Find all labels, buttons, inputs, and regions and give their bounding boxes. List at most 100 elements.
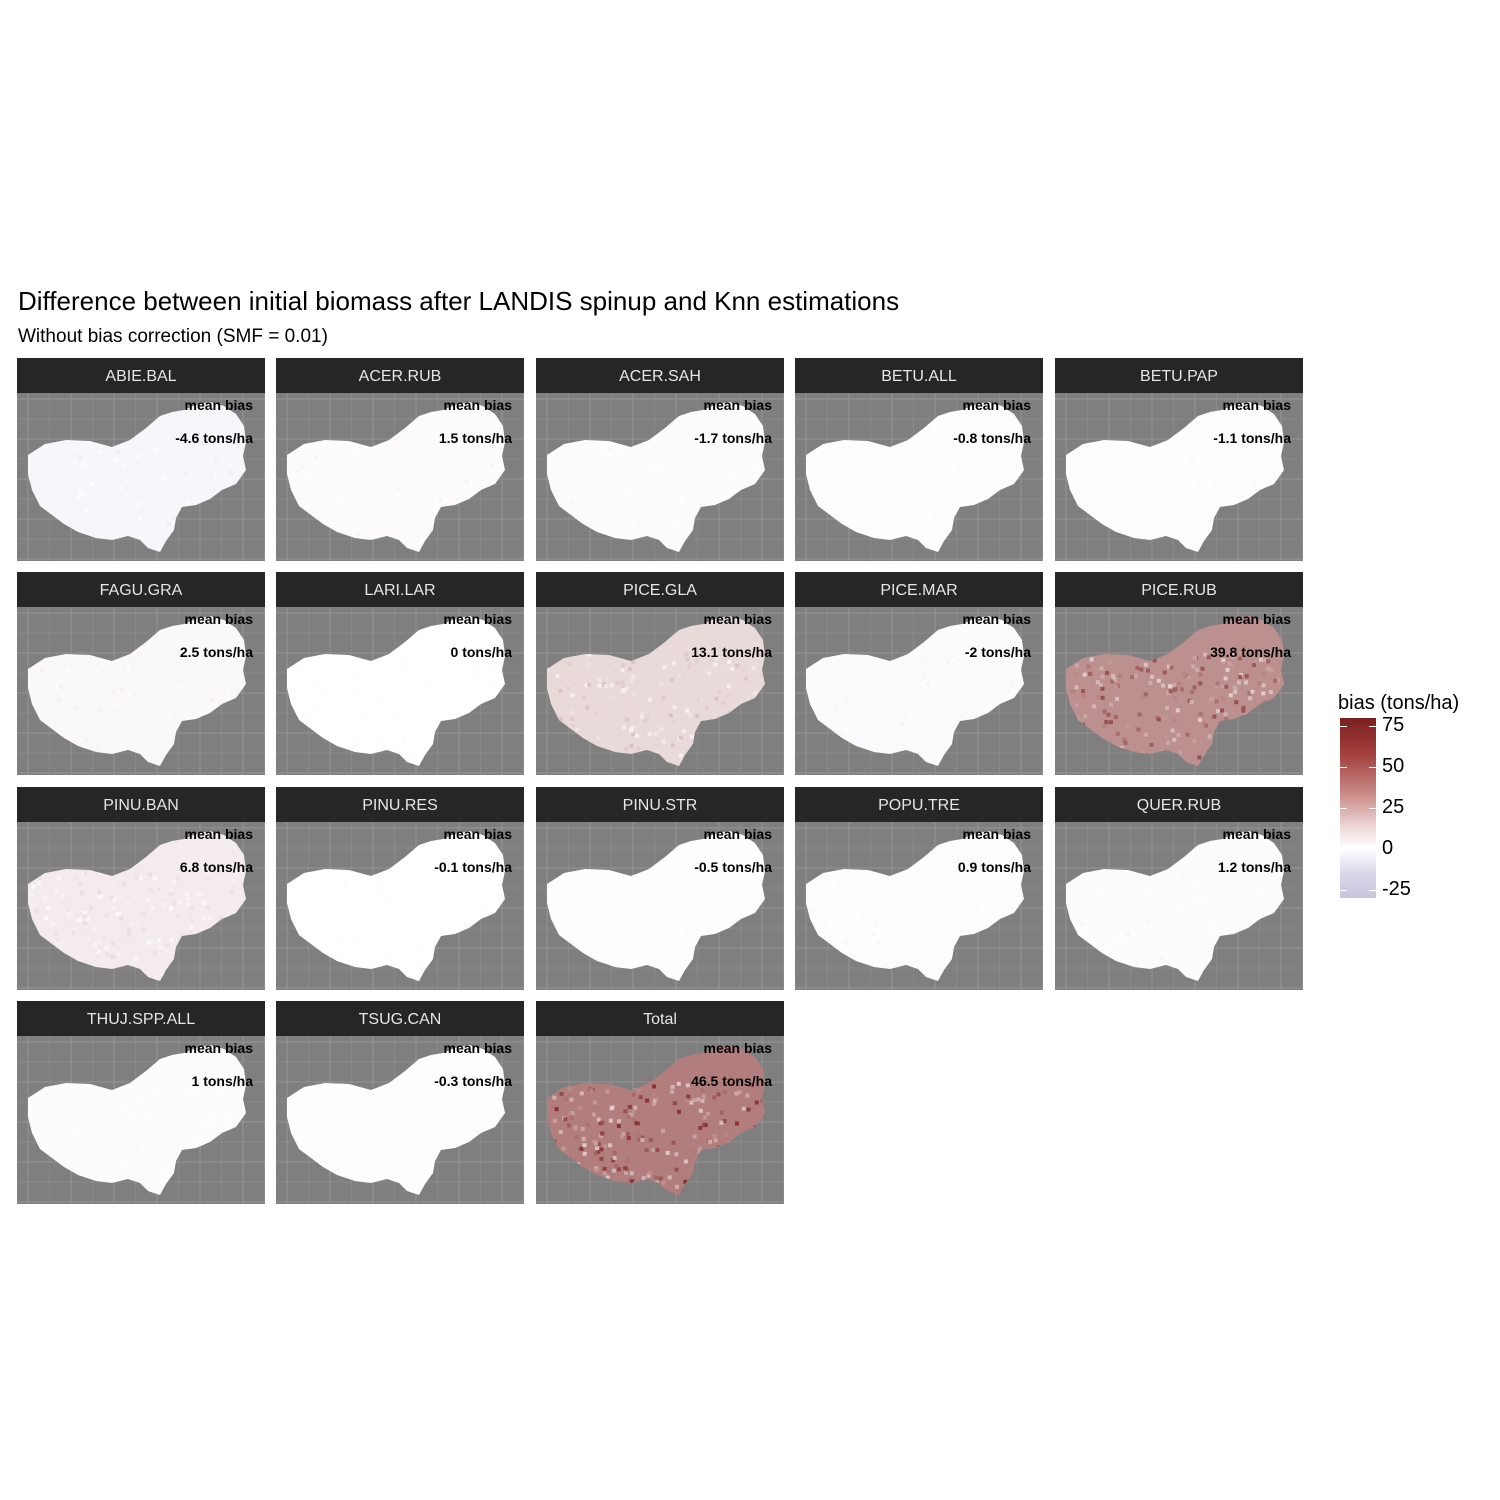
bias-cell — [186, 968, 191, 973]
bias-cell — [175, 971, 180, 976]
bias-cell — [223, 506, 228, 511]
bias-cell — [254, 908, 258, 912]
bias-cell — [1118, 674, 1123, 679]
mean-bias-value: -1.1 tons/ha — [1213, 430, 1291, 446]
bias-cell — [363, 1175, 368, 1180]
bias-cell — [1071, 730, 1076, 735]
bias-cell — [1198, 717, 1202, 722]
bias-cell — [178, 938, 183, 943]
bias-cell — [419, 947, 424, 952]
bias-cell — [1014, 694, 1019, 699]
bias-cell — [831, 459, 836, 464]
bias-cell — [478, 465, 483, 470]
bias-cell — [661, 1128, 665, 1133]
bias-cell — [1002, 655, 1007, 660]
bias-cell — [1086, 765, 1090, 766]
bias-cell — [431, 512, 436, 517]
bias-cell — [117, 709, 122, 714]
bias-cell — [1141, 932, 1146, 937]
bias-cell — [572, 904, 577, 909]
bias-cell — [186, 522, 190, 527]
bias-cell — [58, 942, 63, 947]
bias-cell — [189, 928, 193, 933]
bias-cell — [223, 875, 228, 880]
bias-cell — [196, 931, 200, 936]
bias-cell — [1245, 714, 1250, 718]
bias-cell — [585, 705, 590, 710]
bias-cell — [506, 496, 510, 500]
bias-cell — [1191, 896, 1196, 901]
bias-cell — [396, 547, 401, 552]
bias-cell — [1112, 677, 1117, 682]
bias-cell — [681, 758, 685, 763]
bias-cell — [95, 894, 100, 898]
bias-cell — [291, 476, 296, 481]
bias-cell — [762, 761, 765, 765]
bias-cell — [608, 473, 613, 478]
bias-cell — [730, 710, 735, 715]
bias-cell — [945, 660, 950, 664]
bias-cell — [772, 546, 776, 550]
bias-cell — [739, 450, 744, 455]
bias-cell — [119, 980, 124, 981]
bias-cell — [300, 1141, 305, 1146]
bias-cell — [323, 715, 328, 720]
mean-bias-value: 0.9 tons/ha — [957, 859, 1031, 875]
bias-cell — [344, 879, 349, 883]
bias-cell — [956, 889, 961, 894]
legend-tick-label: -25 — [1382, 877, 1411, 900]
bias-cell — [682, 729, 687, 734]
bias-cell — [28, 472, 33, 477]
bias-cell — [1030, 975, 1034, 979]
bias-cell — [569, 710, 574, 715]
bias-cell — [929, 546, 934, 551]
bias-cell — [1100, 550, 1105, 552]
bias-cell — [869, 758, 873, 763]
bias-cell — [686, 1110, 691, 1115]
bias-cell — [307, 459, 311, 464]
bias-cell — [940, 899, 945, 904]
bias-cell — [705, 1111, 710, 1116]
bias-cell — [296, 921, 301, 926]
bias-cell — [760, 1163, 765, 1168]
bias-cell — [726, 473, 731, 478]
bias-cell — [855, 481, 860, 486]
bias-cell — [490, 463, 495, 468]
bias-cell — [584, 683, 589, 688]
bias-cell — [446, 950, 451, 955]
bias-cell — [223, 965, 228, 970]
bias-cell — [724, 893, 728, 898]
bias-cell — [1073, 909, 1078, 914]
study-area — [1066, 831, 1284, 981]
bias-cell — [208, 737, 213, 742]
bias-cell — [738, 1155, 743, 1160]
bias-cell — [1254, 485, 1259, 490]
bias-cell — [640, 1135, 645, 1140]
bias-cell — [166, 521, 171, 526]
mean-bias-label: mean bias — [184, 397, 253, 413]
bias-cell — [1223, 528, 1228, 533]
bias-cell — [625, 758, 630, 763]
bias-cell — [619, 519, 624, 524]
bias-cell — [1266, 969, 1271, 974]
bias-cell — [125, 901, 130, 906]
bias-cell — [575, 696, 580, 700]
bias-cell — [76, 494, 81, 499]
facet-panel: TSUG.CAN mean bias -0.3 tons/ha — [276, 1001, 524, 1204]
bias-cell — [674, 1184, 679, 1189]
bias-cell — [743, 759, 748, 764]
bias-cell — [343, 884, 348, 888]
bias-cell — [623, 1109, 628, 1114]
bias-cell — [690, 1142, 695, 1147]
bias-cell — [986, 768, 990, 772]
bias-cell — [678, 753, 683, 758]
bias-cell — [1095, 695, 1100, 700]
bias-cell — [594, 1189, 599, 1194]
bias-cell — [1166, 690, 1171, 695]
bias-cell — [136, 871, 141, 876]
bias-cell — [255, 980, 259, 984]
bias-cell — [201, 915, 206, 920]
bias-cell — [178, 1108, 183, 1113]
bias-cell — [181, 1135, 186, 1140]
